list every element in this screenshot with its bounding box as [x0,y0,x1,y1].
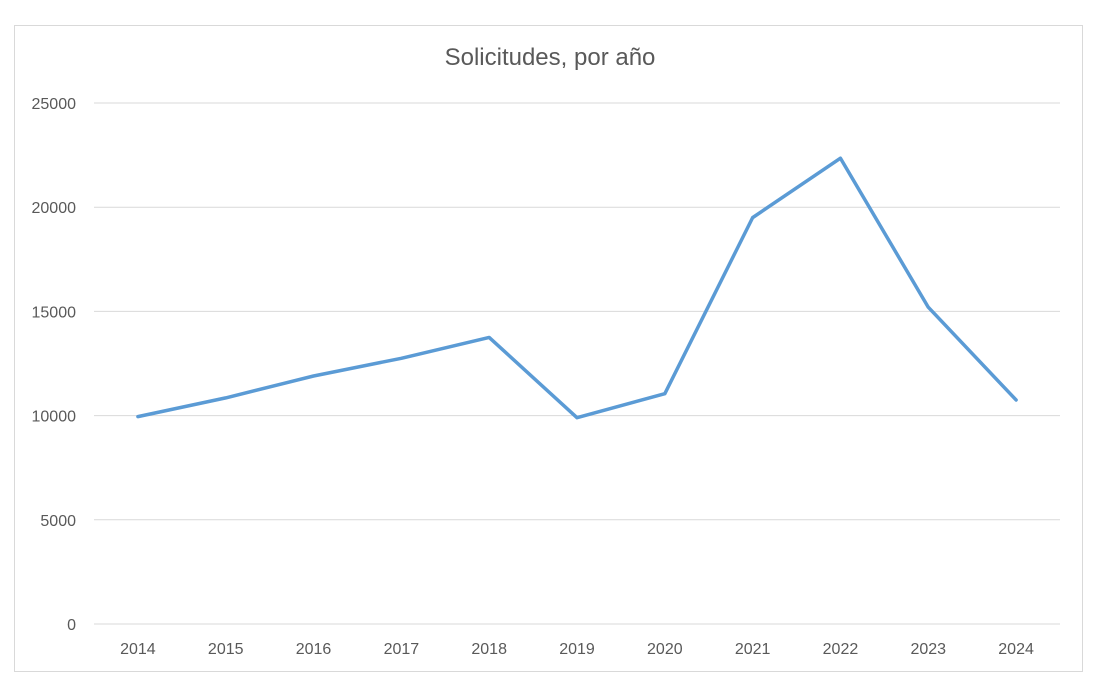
x-tick-label: 2020 [647,641,683,658]
y-tick-label: 20000 [32,200,77,217]
x-tick-label: 2016 [296,641,332,658]
series-layer [136,156,1018,420]
chart-frame [14,25,1083,672]
y-axis-ticks: 0 5000 10000 15000 20000 25000 [32,96,77,634]
y-tick-label: 25000 [32,96,77,113]
x-axis-ticks: 2014 2015 2016 2017 2018 2019 2020 2021 2022 2023… [120,641,1034,658]
x-tick-label: 2021 [735,641,771,658]
x-tick-label: 2018 [471,641,507,658]
x-tick-label: 2024 [998,641,1034,658]
x-tick-label: 2017 [384,641,420,658]
gridlines [94,102,1060,625]
y-tick-label: 5000 [40,513,76,530]
x-tick-label: 2022 [823,641,859,658]
x-tick-label: 2015 [208,641,244,658]
y-tick-label: 15000 [32,304,77,321]
y-tick-label: 0 [67,617,76,634]
x-tick-label: 2023 [910,641,946,658]
x-tick-label: 2019 [559,641,595,658]
x-tick-label: 2014 [120,641,156,658]
series-line [136,156,1018,420]
chart-title: Solicitudes, por año [444,44,656,71]
y-tick-label: 10000 [32,409,77,426]
